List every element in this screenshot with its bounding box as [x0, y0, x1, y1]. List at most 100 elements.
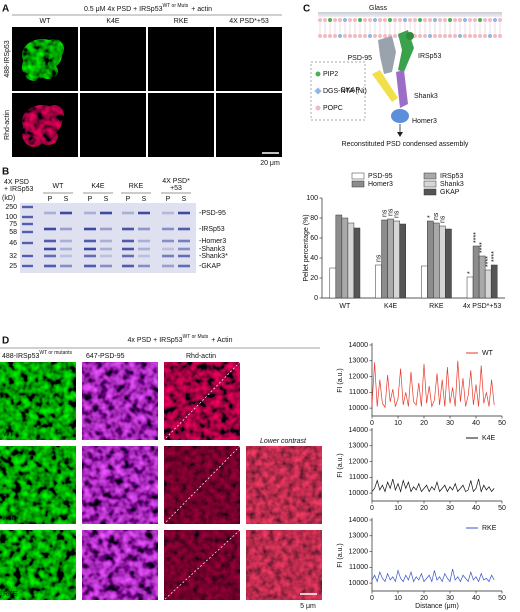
marker-band [22, 205, 33, 209]
legend-label: IRSp53 [440, 173, 463, 180]
gel-band [84, 247, 96, 251]
gel-band [44, 247, 56, 251]
y-tick-label: 20 [310, 275, 318, 282]
gel-band [122, 227, 134, 231]
protein-label: GKAP [341, 87, 361, 94]
channel-label-main: 488-IRSp53 [2, 353, 39, 360]
significance-label: ns [394, 210, 401, 218]
significance-label: **** [491, 251, 498, 262]
gel-band [60, 211, 72, 215]
y-tick-label: 13000 [349, 533, 369, 540]
gel-band [178, 211, 190, 215]
gel-band [178, 227, 190, 231]
significance-label: ns [439, 215, 446, 223]
profile-line [371, 360, 495, 409]
y-tick-label: 12000 [349, 548, 369, 555]
column-label: WT [40, 18, 52, 25]
fraction-label: P [88, 196, 93, 203]
y-axis-label: FI (a.u.) [337, 453, 344, 478]
x-tick-label: 0 [370, 595, 374, 602]
lipid-head [398, 18, 402, 22]
column-label: RKE [174, 18, 189, 25]
bar [347, 222, 355, 299]
gel-band [138, 239, 150, 243]
significance-label: * [427, 215, 434, 218]
row-label: Rhd-actin [4, 110, 11, 140]
lipid-head [318, 34, 322, 38]
lipid-head [403, 18, 407, 22]
condensate-blob [22, 105, 64, 147]
lipid-head [318, 18, 322, 22]
legend-label: RKE [482, 525, 497, 532]
bar [393, 220, 400, 299]
gel-band [162, 227, 174, 231]
gel-band [60, 254, 72, 258]
protein-label: Homer3 [412, 118, 437, 125]
x-axis-label: Distance (μm) [415, 603, 459, 610]
lipid-head [338, 18, 342, 22]
homer3-shape [391, 109, 409, 123]
profile-line [371, 568, 495, 583]
marker-band [22, 222, 33, 226]
lipid-head [378, 34, 382, 38]
gel-band [100, 247, 112, 251]
band-label: -IRSp53 [199, 226, 225, 233]
lipid-head [328, 34, 332, 38]
lane-label: RKE [129, 183, 144, 190]
gel-band [84, 211, 96, 215]
irsp53-head [406, 32, 414, 40]
profile-line [371, 478, 495, 493]
protein-label: Shank3 [414, 93, 438, 100]
blob-part [44, 39, 64, 59]
lipid-head [423, 34, 427, 38]
gel-band [138, 254, 150, 258]
gel-band [44, 239, 56, 243]
protein-label: IRSp53 [418, 53, 441, 60]
x-tick-label: 40 [472, 595, 480, 602]
gel-band [44, 227, 56, 231]
gel-band [162, 264, 174, 268]
x-tick-label: WT [339, 303, 351, 310]
legend-symbol [314, 87, 322, 95]
lipid-head [433, 18, 437, 22]
lipid-head [368, 34, 372, 38]
significance-label: **** [473, 232, 480, 243]
gel-band [122, 264, 134, 268]
channel-label: 488-IRSp53WT or mutants [2, 350, 73, 360]
x-tick-label: 50 [498, 420, 506, 427]
y-tick-label: 14000 [349, 517, 369, 524]
band-label: -PSD-95 [199, 210, 226, 217]
significance-label: ns [375, 254, 382, 262]
bar [445, 228, 452, 299]
y-tick-label: 80 [310, 215, 318, 222]
scale-bar-label: 20 μm [260, 160, 280, 167]
lipid-head [418, 18, 422, 22]
lipid-head [493, 18, 497, 22]
lipid-head [363, 18, 367, 22]
legend-label: Shank3 [440, 181, 464, 188]
lipid-head [358, 34, 362, 38]
band-label: -GKAP [199, 263, 221, 270]
marker-label: 25 [9, 263, 17, 270]
y-tick-label: 10000 [349, 490, 369, 497]
micrograph [216, 93, 282, 157]
lane-label: K4E [91, 183, 105, 190]
psd95-shape [378, 36, 396, 74]
y-tick-label: 13000 [349, 443, 369, 450]
lipid-head [453, 18, 457, 22]
gel-band [100, 239, 112, 243]
fraction-label: S [104, 196, 109, 203]
x-tick-label: 20 [420, 595, 428, 602]
legend-label: PSD-95 [368, 173, 393, 180]
x-tick-label: 10 [394, 595, 402, 602]
panel-title-sup: WT or Muts [183, 334, 209, 340]
blob-part [44, 105, 64, 125]
gel-band [60, 227, 72, 231]
y-tick-label: 40 [310, 255, 318, 262]
gel-band [44, 211, 56, 215]
significance-label: ns [433, 212, 440, 220]
bar [329, 267, 337, 299]
lipid-head [443, 34, 447, 38]
gel-band [60, 247, 72, 251]
gel-band [138, 247, 150, 251]
